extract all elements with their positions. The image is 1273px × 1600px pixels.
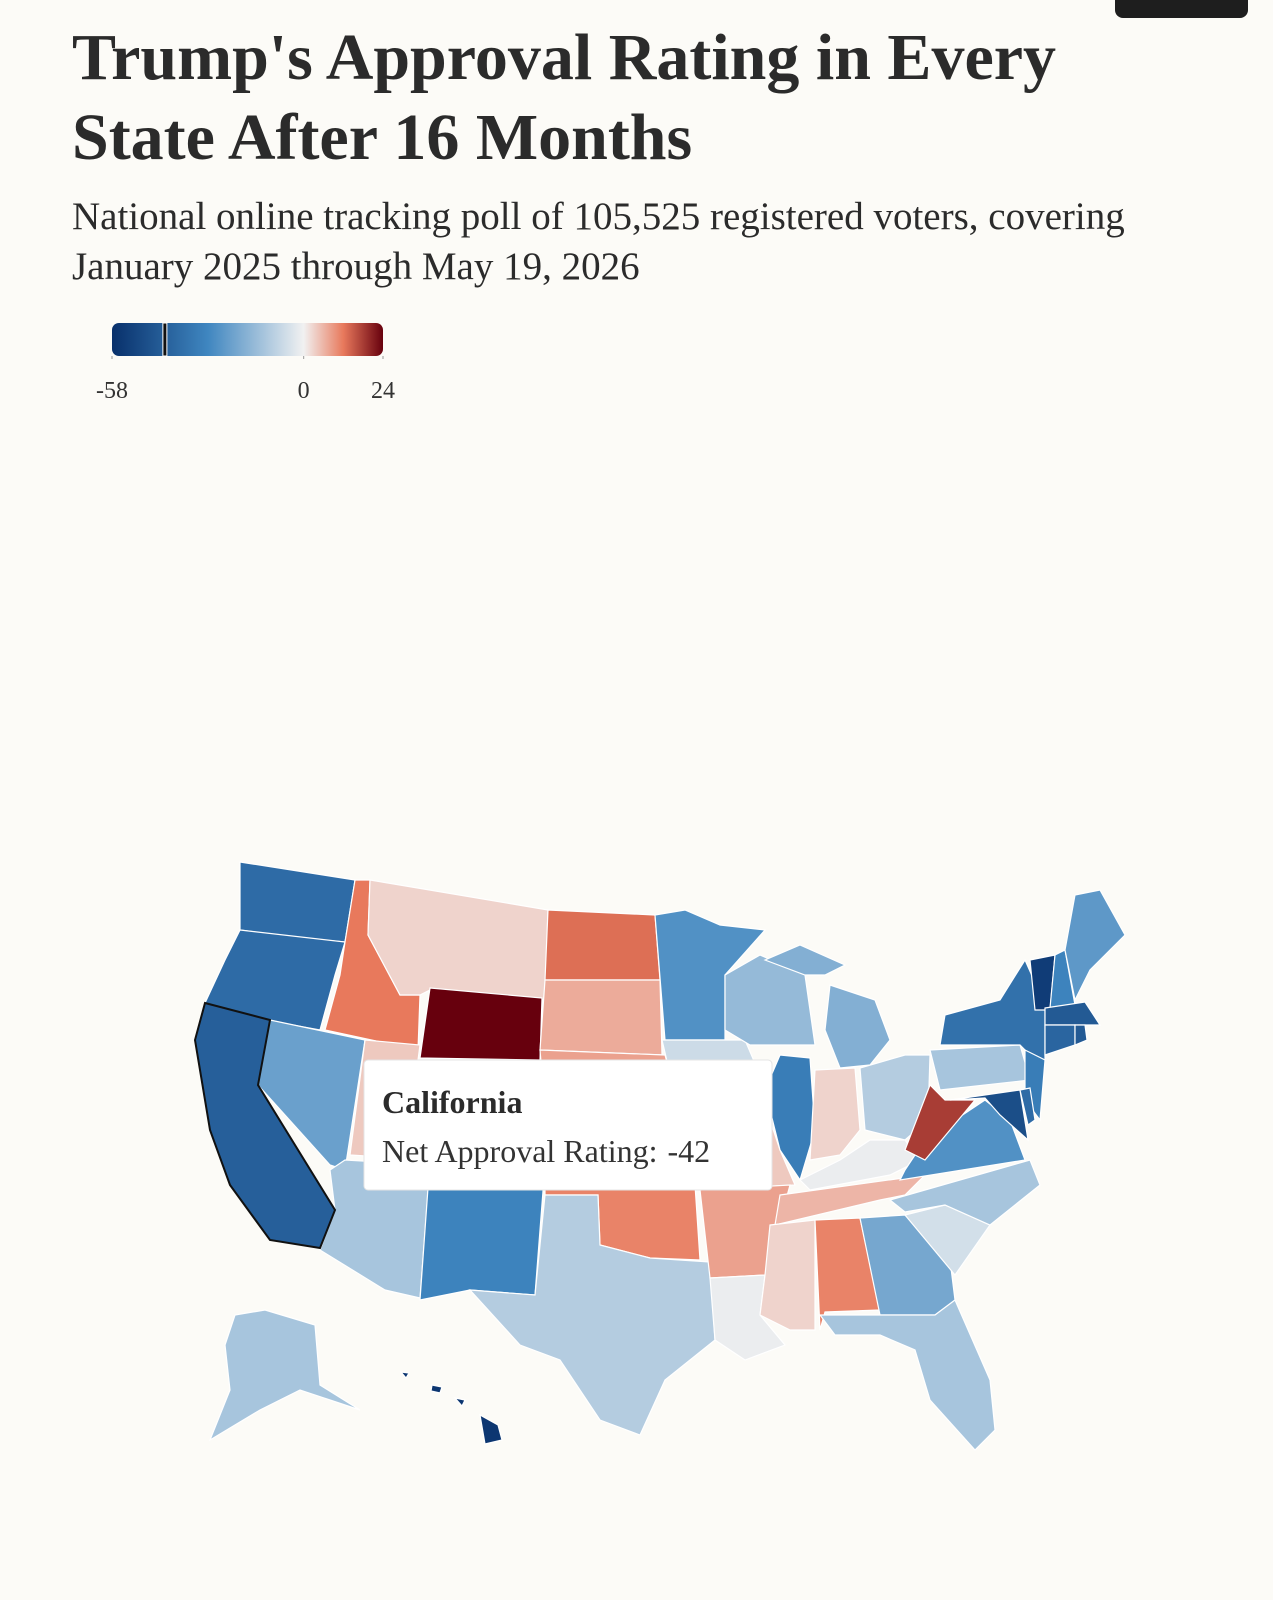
state bbox=[367, 879, 549, 1001]
tooltip-label: Net Approval Rating: bbox=[382, 1133, 658, 1169]
state bbox=[399, 1371, 503, 1445]
state bbox=[888, 1159, 1041, 1226]
state bbox=[208, 1309, 361, 1442]
state bbox=[929, 1044, 1031, 1091]
state bbox=[539, 979, 663, 1056]
state bbox=[1019, 1087, 1036, 1127]
colorbar-tick-label: 0 bbox=[298, 378, 310, 404]
top-button[interactable] bbox=[1115, 0, 1248, 18]
state bbox=[759, 1219, 816, 1331]
state bbox=[1074, 1024, 1088, 1046]
state bbox=[949, 1089, 1029, 1142]
state bbox=[419, 987, 543, 1061]
state bbox=[544, 909, 661, 981]
state bbox=[468, 1194, 716, 1436]
tooltip-box bbox=[363, 1059, 773, 1191]
state bbox=[239, 861, 356, 943]
chart-subtitle: National online tracking poll of 105,525… bbox=[72, 195, 1125, 288]
colorbar-tick-label: 24 bbox=[371, 378, 395, 404]
colorbar-tick-label: -58 bbox=[96, 378, 128, 404]
tooltip-line: Net Approval Rating: -42 bbox=[382, 1133, 710, 1169]
tooltip-value: -42 bbox=[668, 1133, 711, 1169]
colorbar bbox=[112, 323, 383, 356]
state bbox=[1064, 889, 1126, 1002]
colorbar-marker bbox=[162, 322, 168, 357]
tooltip-title: California bbox=[382, 1084, 522, 1120]
state bbox=[1044, 1001, 1102, 1026]
state-layer bbox=[194, 861, 1126, 1451]
state bbox=[904, 1083, 977, 1161]
state bbox=[1044, 1024, 1076, 1056]
state bbox=[814, 1217, 881, 1331]
state bbox=[809, 1067, 861, 1161]
state-highlight bbox=[193, 1001, 337, 1250]
state bbox=[724, 954, 816, 1046]
chart-title: Trump's Approval Rating in Every State A… bbox=[72, 21, 1057, 174]
state bbox=[818, 1299, 996, 1451]
tooltip: California Net Approval Rating: -42 bbox=[363, 1059, 773, 1191]
state bbox=[939, 958, 1046, 1061]
